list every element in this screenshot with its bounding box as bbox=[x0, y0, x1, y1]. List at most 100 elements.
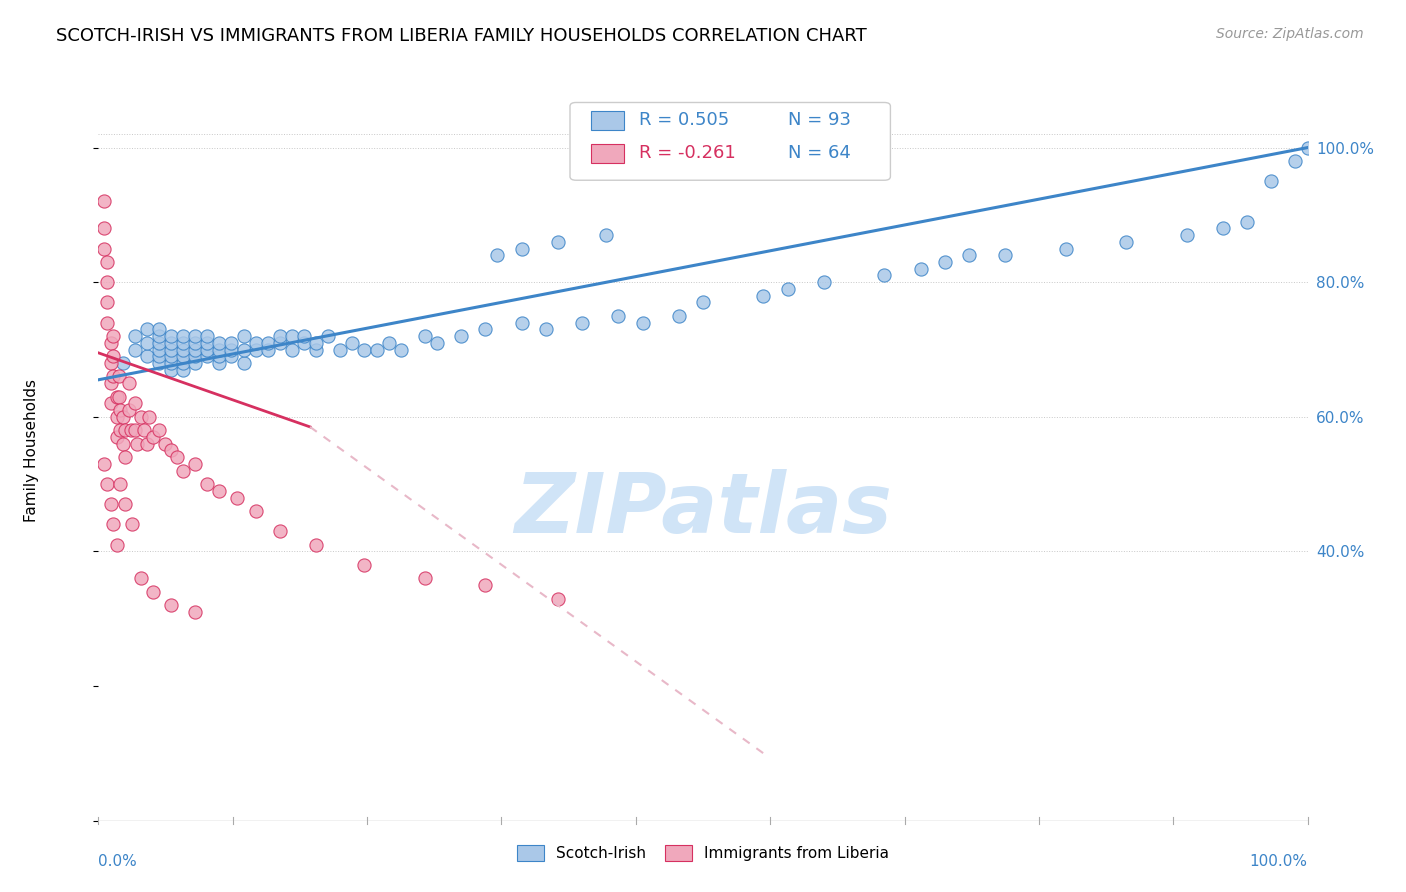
Point bbox=[595, 228, 617, 243]
Point bbox=[305, 538, 328, 552]
Point bbox=[114, 423, 136, 437]
Point bbox=[486, 248, 509, 262]
Point bbox=[571, 316, 593, 330]
Point bbox=[118, 403, 141, 417]
Legend: Scotch-Irish, Immigrants from Liberia: Scotch-Irish, Immigrants from Liberia bbox=[509, 838, 897, 869]
Point bbox=[450, 329, 472, 343]
Point bbox=[124, 423, 146, 437]
Point bbox=[426, 335, 449, 350]
Point bbox=[292, 335, 315, 350]
Point bbox=[101, 329, 124, 343]
Point bbox=[127, 436, 149, 450]
Point bbox=[160, 356, 183, 370]
Point bbox=[148, 343, 170, 357]
Point bbox=[208, 349, 231, 363]
Point bbox=[111, 356, 134, 370]
Point bbox=[184, 343, 207, 357]
Point bbox=[226, 491, 249, 505]
Point bbox=[994, 248, 1017, 262]
Point bbox=[1115, 235, 1137, 249]
Point bbox=[474, 578, 496, 592]
Point bbox=[245, 335, 267, 350]
Point bbox=[366, 343, 388, 357]
Point bbox=[510, 316, 533, 330]
Point bbox=[776, 282, 799, 296]
Point bbox=[413, 571, 436, 585]
Point bbox=[195, 343, 218, 357]
Point bbox=[413, 329, 436, 343]
Point bbox=[96, 477, 118, 491]
Point bbox=[1175, 228, 1198, 243]
Point bbox=[668, 309, 690, 323]
Point bbox=[100, 396, 122, 410]
Point bbox=[135, 349, 157, 363]
Point bbox=[269, 335, 291, 350]
Point bbox=[184, 335, 207, 350]
Point bbox=[172, 335, 194, 350]
Point bbox=[105, 538, 128, 552]
Point bbox=[184, 457, 207, 471]
Point bbox=[1212, 221, 1234, 235]
Point bbox=[957, 248, 980, 262]
Point bbox=[389, 343, 412, 357]
Point bbox=[148, 322, 170, 336]
Point bbox=[208, 483, 231, 498]
Text: N = 93: N = 93 bbox=[787, 111, 851, 128]
Point bbox=[124, 396, 146, 410]
Point bbox=[135, 436, 157, 450]
Point bbox=[148, 335, 170, 350]
Point bbox=[195, 477, 218, 491]
Point bbox=[129, 409, 152, 424]
Point bbox=[195, 349, 218, 363]
Point bbox=[108, 477, 131, 491]
Point bbox=[153, 436, 176, 450]
Point bbox=[329, 343, 352, 357]
Point bbox=[269, 524, 291, 539]
Point bbox=[232, 343, 254, 357]
Point bbox=[160, 343, 183, 357]
Point bbox=[813, 275, 835, 289]
Text: R = -0.261: R = -0.261 bbox=[638, 144, 735, 161]
Point bbox=[108, 423, 131, 437]
Text: ZIPatlas: ZIPatlas bbox=[515, 469, 891, 550]
Point bbox=[111, 409, 134, 424]
Point bbox=[281, 343, 304, 357]
Point bbox=[221, 349, 243, 363]
Point bbox=[100, 335, 122, 350]
Point bbox=[221, 343, 243, 357]
Point bbox=[124, 329, 146, 343]
Point bbox=[148, 329, 170, 343]
Point bbox=[1054, 242, 1077, 256]
Text: Family Households: Family Households bbox=[24, 379, 39, 522]
Point bbox=[547, 235, 569, 249]
Point bbox=[752, 288, 775, 302]
Point bbox=[160, 349, 183, 363]
Text: 100.0%: 100.0% bbox=[1250, 854, 1308, 869]
Point bbox=[232, 356, 254, 370]
Point bbox=[377, 335, 399, 350]
Text: SCOTCH-IRISH VS IMMIGRANTS FROM LIBERIA FAMILY HOUSEHOLDS CORRELATION CHART: SCOTCH-IRISH VS IMMIGRANTS FROM LIBERIA … bbox=[56, 27, 868, 45]
Point bbox=[105, 430, 128, 444]
Point bbox=[93, 221, 115, 235]
Point bbox=[100, 376, 122, 391]
Point bbox=[256, 335, 278, 350]
Point bbox=[105, 409, 128, 424]
Point bbox=[172, 329, 194, 343]
Point bbox=[96, 275, 118, 289]
Point bbox=[172, 349, 194, 363]
Point bbox=[195, 329, 218, 343]
Point bbox=[172, 464, 194, 478]
FancyBboxPatch shape bbox=[569, 103, 890, 180]
Point bbox=[184, 356, 207, 370]
Bar bbox=[591, 111, 624, 130]
Point bbox=[245, 343, 267, 357]
Point bbox=[1296, 140, 1319, 154]
Point bbox=[96, 295, 118, 310]
Point bbox=[138, 409, 160, 424]
Text: R = 0.505: R = 0.505 bbox=[638, 111, 730, 128]
Point bbox=[232, 329, 254, 343]
Point bbox=[166, 450, 188, 465]
Point bbox=[93, 242, 115, 256]
Point bbox=[607, 309, 630, 323]
Point bbox=[910, 261, 932, 276]
